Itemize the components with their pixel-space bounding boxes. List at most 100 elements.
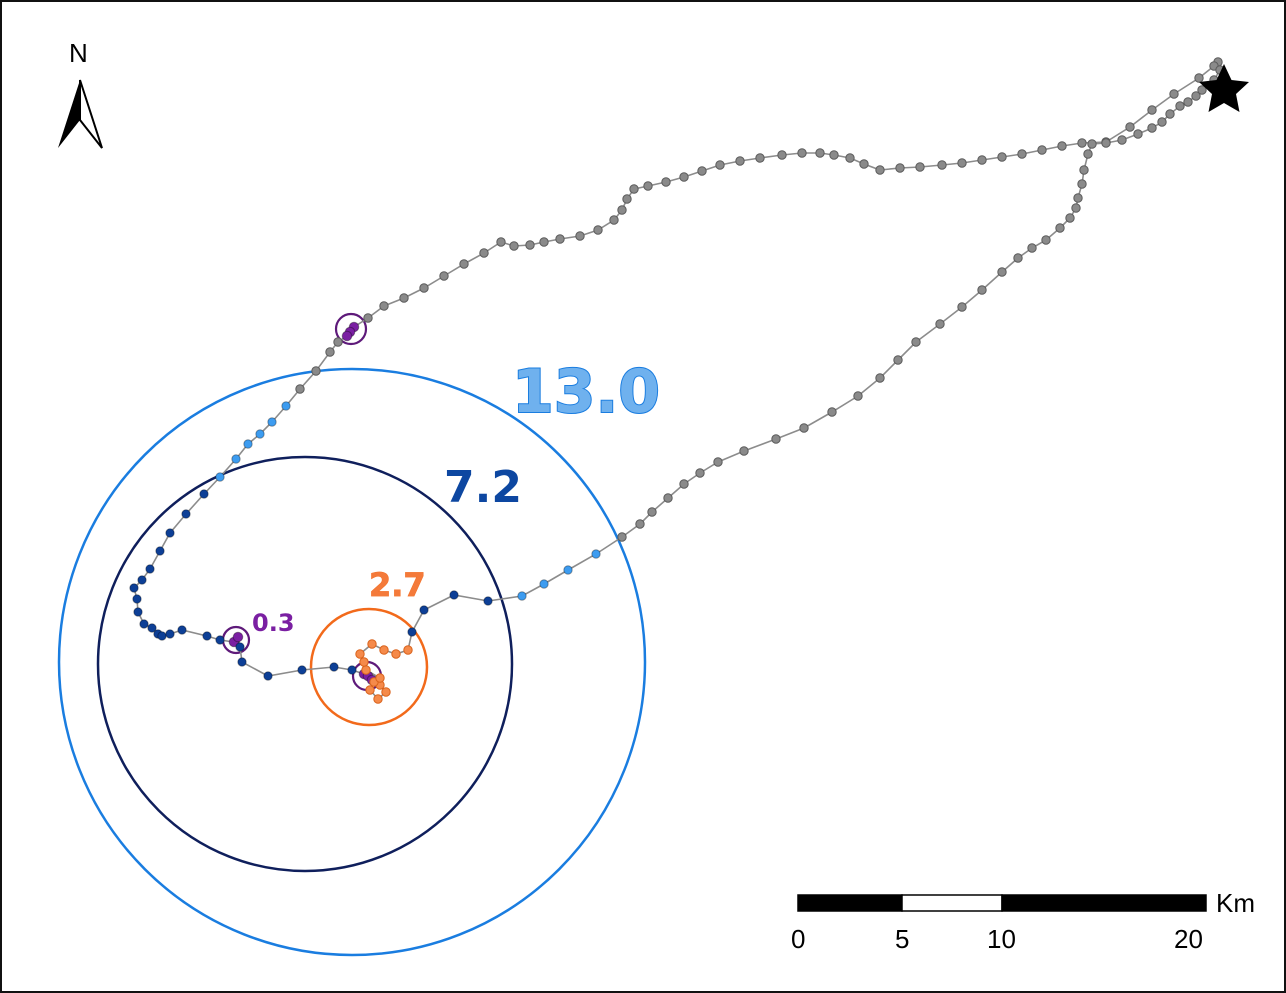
track-point (449, 590, 459, 600)
track-point (1017, 149, 1027, 159)
track-point (165, 629, 175, 639)
track-point (517, 591, 527, 601)
track-point (1147, 105, 1157, 115)
track-point (1157, 117, 1167, 127)
track-point (1065, 213, 1075, 223)
north-label: N (69, 38, 88, 68)
track-point (379, 645, 389, 655)
track-point (1037, 145, 1047, 155)
radius-circle-0-3km-north (334, 312, 368, 346)
track-point (799, 423, 809, 433)
track-point (845, 153, 855, 163)
track-point (539, 237, 549, 247)
track-point (647, 507, 657, 517)
track-point (555, 234, 565, 244)
track-point (359, 657, 369, 667)
scale-tick-0: 0 (791, 924, 805, 954)
radius-circle-7km (96, 455, 514, 873)
scale-tick-10: 10 (987, 924, 1016, 954)
track-point (295, 384, 305, 394)
track-point (496, 237, 506, 247)
track-point (1175, 101, 1185, 111)
track-point (679, 479, 689, 489)
track-point (1041, 235, 1051, 245)
track-point (563, 565, 573, 575)
track-point (132, 594, 142, 604)
track-point (622, 194, 632, 204)
track-point (911, 337, 921, 347)
track-point (145, 564, 155, 574)
track-point (715, 160, 725, 170)
track-points (129, 57, 1225, 704)
track-point (297, 665, 307, 675)
track-point (915, 162, 925, 172)
track-point (957, 302, 967, 312)
track-point (617, 532, 627, 542)
track-point (1165, 109, 1175, 119)
track-point (695, 468, 705, 478)
track-point (609, 215, 619, 225)
track-point (797, 148, 807, 158)
track-point (827, 407, 837, 417)
track-point (1169, 89, 1179, 99)
track-point (419, 605, 429, 615)
track-point (829, 150, 839, 160)
track-point (177, 625, 187, 635)
track-point (977, 155, 987, 165)
track-point (199, 489, 209, 499)
track-point (713, 457, 723, 467)
radius-label-0-3km: 0.3 (252, 609, 295, 637)
track-point (391, 649, 401, 659)
track-point (165, 528, 175, 538)
radius-circle-2-7km (309, 607, 429, 727)
track-point (575, 231, 585, 241)
track-point (215, 635, 225, 645)
track-point (373, 694, 383, 704)
track-point (403, 645, 413, 655)
track-line (133, 61, 1221, 701)
track-point (735, 156, 745, 166)
north-arrow: N (58, 38, 103, 149)
scale-tick-20: 20 (1174, 924, 1203, 954)
track-point (232, 631, 244, 643)
track-point (181, 509, 191, 519)
radius-label-13km: 13.0 (512, 357, 660, 427)
track-point (1071, 203, 1081, 213)
scale-bar: Km 0 5 10 20 (791, 888, 1255, 954)
track-point (1079, 165, 1089, 175)
track-point (133, 607, 143, 617)
track-point (255, 429, 265, 439)
track-point (237, 657, 247, 667)
track-point (479, 248, 489, 258)
track-point (139, 619, 149, 629)
north-arrow-icon (58, 79, 103, 149)
track-point (1183, 97, 1193, 107)
track-point (129, 583, 139, 593)
track-point (771, 434, 781, 444)
track-point (755, 153, 765, 163)
track-point (1055, 223, 1065, 233)
track-point (1117, 135, 1127, 145)
track-point (661, 177, 671, 187)
track-point (459, 259, 469, 269)
track-point (381, 687, 391, 697)
track-point (407, 627, 417, 637)
track-point (937, 160, 947, 170)
track-point (1083, 149, 1093, 159)
track-point (215, 472, 225, 482)
track-point (875, 373, 885, 383)
track-point (263, 671, 273, 681)
track-point (419, 283, 429, 293)
track-point (1073, 193, 1083, 203)
track-point (1147, 123, 1157, 133)
track-point (137, 575, 147, 585)
track-point (267, 417, 277, 427)
track-point (147, 623, 157, 633)
track-point (977, 285, 987, 295)
track-point (231, 454, 241, 464)
track-point (1197, 85, 1207, 95)
track-point (1087, 139, 1097, 149)
track-point (325, 347, 335, 357)
track-point (635, 519, 645, 529)
